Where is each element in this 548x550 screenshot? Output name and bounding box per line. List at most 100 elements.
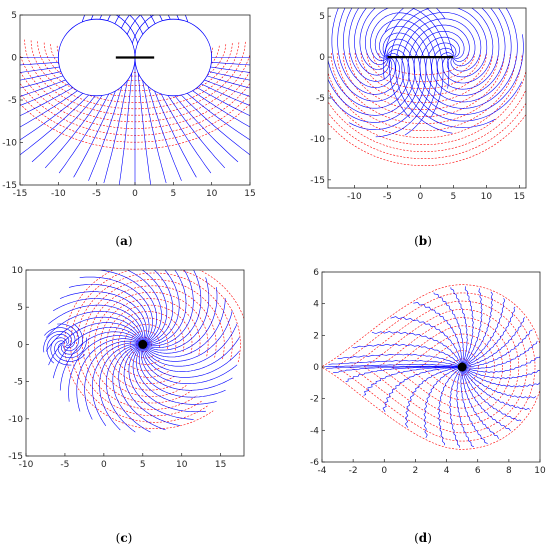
- blue-curve: [159, 15, 169, 40]
- blue-curve: [354, 8, 445, 76]
- plot-area: [43, 270, 244, 433]
- blue-curve: [461, 306, 516, 368]
- x-tick-label: 0: [418, 192, 424, 202]
- y-tick-label: -15: [8, 452, 23, 462]
- blue-curve: [129, 15, 147, 45]
- blue-curve: [48, 322, 144, 366]
- x-tick-label: 15: [244, 189, 255, 199]
- blue-curve: [433, 292, 464, 368]
- x-tick-label: 15: [215, 460, 226, 470]
- blue-curve: [142, 344, 240, 378]
- y-tick-label: -4: [310, 426, 319, 436]
- x-tick-label: 10: [481, 192, 493, 202]
- blue-curve: [461, 291, 493, 368]
- y-tick-label: -15: [310, 176, 325, 186]
- blue-curve: [123, 15, 141, 45]
- red-curve: [328, 89, 526, 152]
- caption-d: (d): [414, 531, 432, 545]
- blue-curve: [413, 302, 463, 367]
- red-curve: [331, 52, 517, 131]
- red-curve: [118, 317, 177, 372]
- blue-curve: [456, 366, 474, 448]
- blue-curve: [438, 366, 463, 446]
- blue-curve: [68, 335, 143, 402]
- blue-curve: [419, 8, 518, 109]
- red-curve: [391, 325, 503, 409]
- focus-point: [457, 362, 467, 372]
- blue-curve: [59, 331, 144, 391]
- blue-curve: [359, 8, 453, 70]
- blue-curve: [149, 15, 162, 42]
- panel-a: -15 -10 -5 0 5 10 15 5 0 -5 -10 -15: [2, 11, 255, 199]
- blue-curve: [461, 366, 522, 422]
- blue-curve: [79, 276, 153, 345]
- red-curve: [336, 52, 511, 124]
- blue-curve: [337, 8, 400, 95]
- blue-curve: [395, 12, 482, 134]
- x-tick-label: -10: [347, 192, 362, 202]
- x-tick-label: 10: [176, 460, 188, 470]
- red-curve: [129, 330, 161, 359]
- plot-area: [20, 15, 250, 185]
- x-tick-label: 10: [534, 466, 546, 476]
- blue-curve: [370, 12, 444, 119]
- x-tick-label: 0: [101, 460, 107, 470]
- x-tick-label: 5: [451, 192, 457, 202]
- x-tick-label: -5: [60, 460, 69, 470]
- blue-curve: [461, 367, 499, 439]
- blue-curve: [84, 340, 143, 420]
- panel-b: -10 -5 0 5 10 15 5 0 -5 -10 -15: [310, 7, 527, 202]
- blue-curve: [371, 331, 463, 368]
- red-curve: [124, 324, 169, 365]
- red-curve: [349, 300, 528, 434]
- x-tick-label: 5: [140, 460, 146, 470]
- blue-curve: [462, 329, 533, 368]
- blue-curve: [382, 366, 463, 412]
- y-tick-label: 2: [313, 331, 319, 341]
- blue-curve: [326, 365, 463, 369]
- red-curve: [328, 113, 526, 166]
- caption-b: (b): [414, 234, 432, 248]
- x-tick-label: 0: [132, 189, 138, 199]
- x-tick-label: -15: [13, 189, 28, 199]
- blue-curve: [48, 304, 144, 345]
- red-curve: [335, 292, 536, 442]
- blue-curve: [106, 344, 143, 433]
- blue-curve: [461, 366, 540, 379]
- red-curve: [70, 270, 241, 423]
- blue-curve: [96, 270, 157, 345]
- blue-curve: [142, 287, 218, 354]
- blue-curve: [328, 44, 416, 116]
- blue-curve: [119, 57, 134, 185]
- blue-curve: [461, 366, 537, 399]
- blue-curve: [345, 366, 463, 382]
- red-curve: [378, 52, 469, 76]
- blue-curve: [142, 270, 194, 347]
- blue-curve: [449, 366, 463, 448]
- blue-curve: [136, 57, 151, 185]
- red-curve: [76, 272, 233, 417]
- red-curve: [366, 52, 481, 90]
- y-tick-label: 5: [17, 303, 23, 313]
- blue-curve: [53, 327, 144, 379]
- blue-curve: [108, 15, 121, 42]
- blue-curve: [461, 355, 540, 373]
- blue-curve: [461, 366, 530, 410]
- blue-curve: [461, 286, 474, 368]
- blue-curve: [383, 8, 494, 84]
- blue-curve: [92, 342, 143, 426]
- blue-curve: [450, 287, 468, 368]
- blue-curve: [142, 298, 226, 358]
- blue-curve: [140, 15, 154, 43]
- focus-point: [138, 339, 148, 349]
- blue-curve: [374, 19, 438, 136]
- blue-curve: [348, 8, 393, 82]
- blue-curve: [460, 366, 488, 444]
- y-tick-label: 0: [319, 53, 325, 63]
- blue-curve: [142, 277, 210, 351]
- x-tick-label: 5: [170, 189, 176, 199]
- y-tick-label: -10: [2, 139, 17, 149]
- blue-curve: [413, 31, 524, 115]
